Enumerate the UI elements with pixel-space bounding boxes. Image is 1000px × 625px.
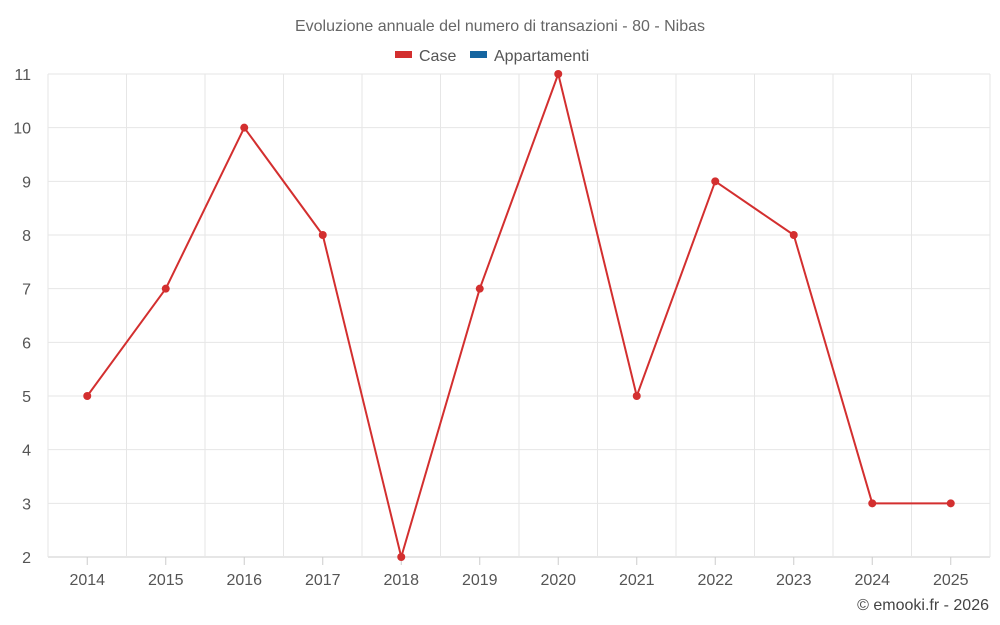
x-axis-ticks: 2014 2015 2016 2017 2018 2019 2020 2021 2022 2023… — [69, 557, 969, 589]
legend: Case Appartamenti — [395, 48, 589, 65]
x-tick-label: 2021 — [619, 572, 655, 589]
x-tick-label: 2019 — [462, 572, 498, 589]
y-axis-ticks: 2 3 4 5 6 7 8 9 10 11 — [13, 67, 31, 567]
x-tick-label: 2024 — [854, 572, 890, 589]
data-point[interactable] — [161, 284, 170, 293]
x-tick-label: 2017 — [305, 572, 341, 589]
y-tick-label: 4 — [22, 443, 31, 460]
data-point[interactable] — [318, 231, 327, 239]
data-point[interactable] — [789, 231, 798, 239]
y-tick-label: 9 — [22, 174, 31, 191]
x-tick-label: 2015 — [148, 572, 184, 589]
legend-swatch-appartamenti — [470, 51, 487, 58]
y-tick-label: 7 — [22, 282, 31, 299]
data-point[interactable] — [946, 499, 955, 508]
credit-text: © emooki.fr - 2026 — [857, 597, 989, 614]
data-point[interactable] — [397, 553, 406, 561]
legend-swatch-case — [395, 51, 412, 58]
chart-title: Evoluzione annuale del numero di transaz… — [295, 18, 705, 35]
y-tick-label: 2 — [22, 550, 31, 567]
data-point[interactable] — [868, 499, 877, 508]
data-point[interactable] — [632, 392, 641, 400]
series-case — [83, 70, 955, 561]
x-tick-label: 2016 — [226, 572, 262, 589]
legend-label-appartamenti[interactable]: Appartamenti — [494, 48, 589, 65]
y-tick-label: 3 — [22, 496, 31, 513]
x-tick-label: 2022 — [697, 572, 733, 589]
x-tick-label: 2020 — [540, 572, 576, 589]
x-tick-label: 2014 — [69, 572, 105, 589]
series-line-case — [86, 73, 951, 558]
y-tick-label: 5 — [22, 389, 31, 406]
y-tick-label: 6 — [22, 335, 31, 352]
data-point[interactable] — [83, 392, 92, 400]
legend-label-case[interactable]: Case — [419, 48, 456, 65]
y-tick-label: 10 — [13, 121, 31, 138]
grid — [47, 73, 991, 558]
x-tick-label: 2025 — [933, 572, 969, 589]
y-tick-label: 11 — [14, 67, 31, 84]
data-point[interactable] — [240, 123, 249, 132]
data-point[interactable] — [711, 177, 720, 186]
data-point[interactable] — [554, 70, 563, 78]
x-tick-label: 2023 — [776, 572, 812, 589]
data-point[interactable] — [475, 284, 484, 293]
y-tick-label: 8 — [22, 228, 31, 245]
x-tick-label: 2018 — [383, 572, 419, 589]
